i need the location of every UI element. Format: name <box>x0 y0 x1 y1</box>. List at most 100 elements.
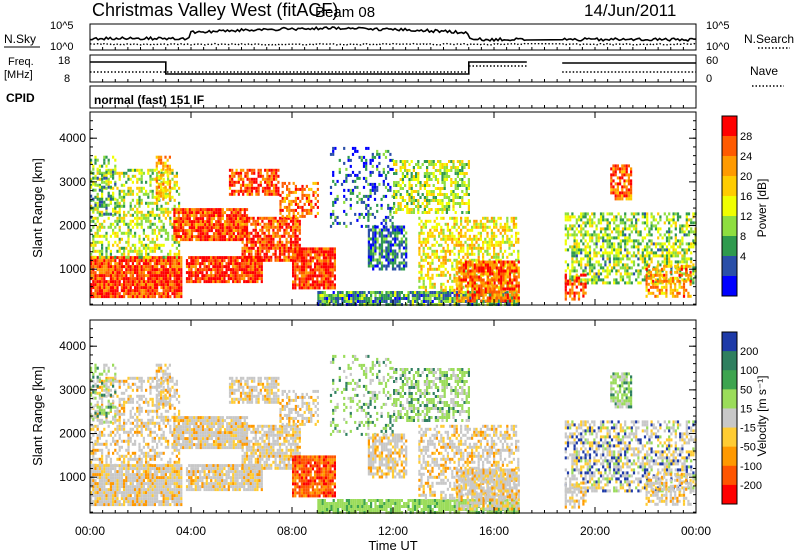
power-cell <box>495 261 498 265</box>
power-cell <box>179 223 183 227</box>
power-cell <box>429 276 432 280</box>
power-cell <box>369 188 372 192</box>
power-cell <box>259 240 262 244</box>
power-cell <box>120 219 123 223</box>
power-cell <box>440 261 443 265</box>
power-cell <box>329 185 333 189</box>
power-cell <box>157 176 160 180</box>
power-cell <box>322 286 325 290</box>
power-cell <box>149 222 152 226</box>
power-cell <box>422 252 425 256</box>
power-cell <box>382 179 385 183</box>
power-cell <box>249 274 252 278</box>
power-cell <box>457 225 460 229</box>
power-cell <box>473 263 476 267</box>
power-cell <box>467 272 470 276</box>
power-cell <box>244 171 247 175</box>
power-cell <box>423 184 426 187</box>
power-cell <box>96 183 99 187</box>
power-cell <box>239 186 243 190</box>
power-cell <box>145 255 148 259</box>
power-cell <box>446 270 449 274</box>
power-cell <box>325 256 328 260</box>
power-cell <box>250 246 253 250</box>
power-cell <box>336 194 339 198</box>
power-cell <box>127 289 130 293</box>
power-cell <box>436 297 439 300</box>
power-cell <box>318 283 321 287</box>
power-cell <box>177 214 180 218</box>
power-cell <box>314 271 317 275</box>
power-cell <box>281 225 284 229</box>
power-cell <box>112 213 115 217</box>
power-cell <box>322 256 325 260</box>
power-cell <box>129 283 132 287</box>
power-cell <box>440 300 443 303</box>
power-cell <box>162 277 165 281</box>
power-cell <box>389 297 392 300</box>
power-cell <box>145 192 148 196</box>
power-cell <box>387 294 390 297</box>
power-cell <box>129 277 132 281</box>
power-cell <box>241 228 244 232</box>
power-cell <box>504 269 507 273</box>
power-cell <box>385 264 388 268</box>
power-cell <box>311 283 314 287</box>
power-cell <box>281 222 284 226</box>
power-cell <box>175 255 178 259</box>
power-cell <box>245 240 249 244</box>
power-cell <box>320 247 323 251</box>
power-cell <box>184 229 187 233</box>
power-cell <box>300 253 303 257</box>
power-cell <box>272 171 276 175</box>
power-cell <box>303 247 306 251</box>
power-cell <box>125 246 128 250</box>
power-cell <box>392 291 395 294</box>
power-cell <box>349 173 352 177</box>
power-cell <box>145 289 148 293</box>
power-cell <box>173 220 176 224</box>
power-cell <box>318 259 321 263</box>
power-cell <box>197 223 200 227</box>
power-cell <box>145 216 148 220</box>
power-cell <box>219 214 222 218</box>
power-cell <box>256 277 259 281</box>
power-cell <box>94 255 97 259</box>
power-cell <box>431 258 434 262</box>
power-cell <box>221 226 224 230</box>
power-cell <box>298 277 301 281</box>
power-cell <box>155 161 158 165</box>
power-cell <box>164 259 167 263</box>
power-cell <box>94 188 97 192</box>
power-cell <box>486 287 490 291</box>
power-cell <box>250 183 254 187</box>
power-cell <box>270 183 273 187</box>
power-cell <box>493 284 496 288</box>
power-cell <box>455 228 458 232</box>
power-cell <box>400 297 403 300</box>
power-cell <box>289 243 293 247</box>
power-cell <box>98 200 101 204</box>
power-cell <box>260 274 263 278</box>
power-cell <box>486 252 489 256</box>
power-cell <box>573 251 576 255</box>
power-cell <box>320 250 323 254</box>
power-cell <box>237 174 240 178</box>
power-cell <box>160 219 163 223</box>
power-cell <box>127 283 130 287</box>
power-cell <box>261 186 265 190</box>
power-cell <box>162 262 165 266</box>
power-cell <box>442 255 445 259</box>
power-cell <box>461 163 464 166</box>
power-cell <box>138 283 141 287</box>
power-cell <box>107 283 110 287</box>
power-cell <box>310 205 313 209</box>
power-cell <box>275 192 278 196</box>
power-cell <box>248 183 251 187</box>
power-cell <box>267 237 271 241</box>
power-cell <box>98 185 101 189</box>
power-cell <box>274 234 277 238</box>
power-cell <box>240 265 244 269</box>
power-cell <box>301 211 304 215</box>
power-cell <box>414 291 417 294</box>
